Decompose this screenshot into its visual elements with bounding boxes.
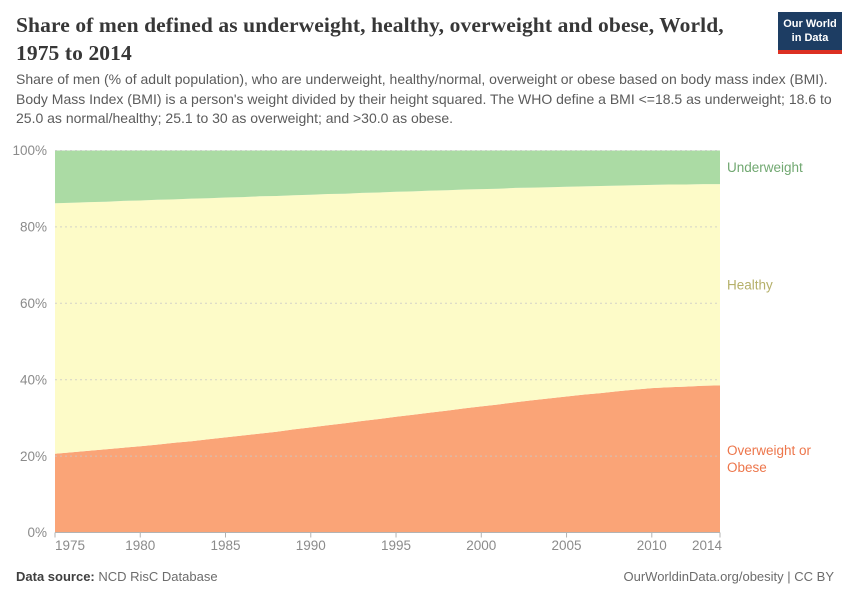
- y-tick-label-100: 100%: [12, 143, 47, 158]
- x-tick-label-2014: 2014: [692, 538, 723, 553]
- series-area-overweight-or-obese: [55, 385, 720, 533]
- x-tick-label-1980: 1980: [125, 538, 155, 553]
- y-tick-label-60: 60%: [20, 296, 47, 311]
- y-tick-label-0: 0%: [27, 525, 47, 540]
- chart-subtitle: Share of men (% of adult population), wh…: [16, 71, 832, 127]
- y-tick-label-40: 40%: [20, 372, 47, 387]
- chart-svg: 0% 20% 40% 60% 80% 100% 1975 1980 1985 1990 1995 20…: [12, 143, 812, 553]
- x-tick-label-2010: 2010: [637, 538, 667, 553]
- series-label-overweight-or-obese: Overweight or: [727, 443, 812, 458]
- owid-logo-line2: in Data: [791, 32, 829, 45]
- license-note: OurWorldinData.org/obesity | CC BY: [623, 569, 835, 584]
- owid-logo: Our World in Data: [778, 12, 842, 54]
- data-source-value: NCD RisC Database: [94, 569, 218, 584]
- x-tick-label-1990: 1990: [296, 538, 326, 553]
- x-tick-label-1995: 1995: [381, 538, 411, 553]
- page-title: Share of men defined as underweight, hea…: [16, 13, 724, 65]
- series-label-healthy: Healthy: [727, 277, 773, 292]
- owid-logo-line1: Our World: [783, 18, 837, 30]
- series-area-healthy: [55, 184, 720, 454]
- x-tick-label-1985: 1985: [210, 538, 240, 553]
- x-tick-label-1975: 1975: [55, 538, 85, 553]
- y-tick-label-20: 20%: [20, 449, 47, 464]
- series-label-overweight-or-obese: Obese: [727, 460, 767, 475]
- x-tick-label-2000: 2000: [466, 538, 496, 553]
- series-area-underweight: [55, 150, 720, 204]
- data-source: Data source: NCD RisC Database: [16, 569, 218, 584]
- y-tick-label-80: 80%: [20, 220, 47, 235]
- x-tick-label-2005: 2005: [552, 538, 582, 553]
- data-source-label: Data source:: [16, 569, 95, 584]
- series-label-underweight: Underweight: [727, 160, 803, 175]
